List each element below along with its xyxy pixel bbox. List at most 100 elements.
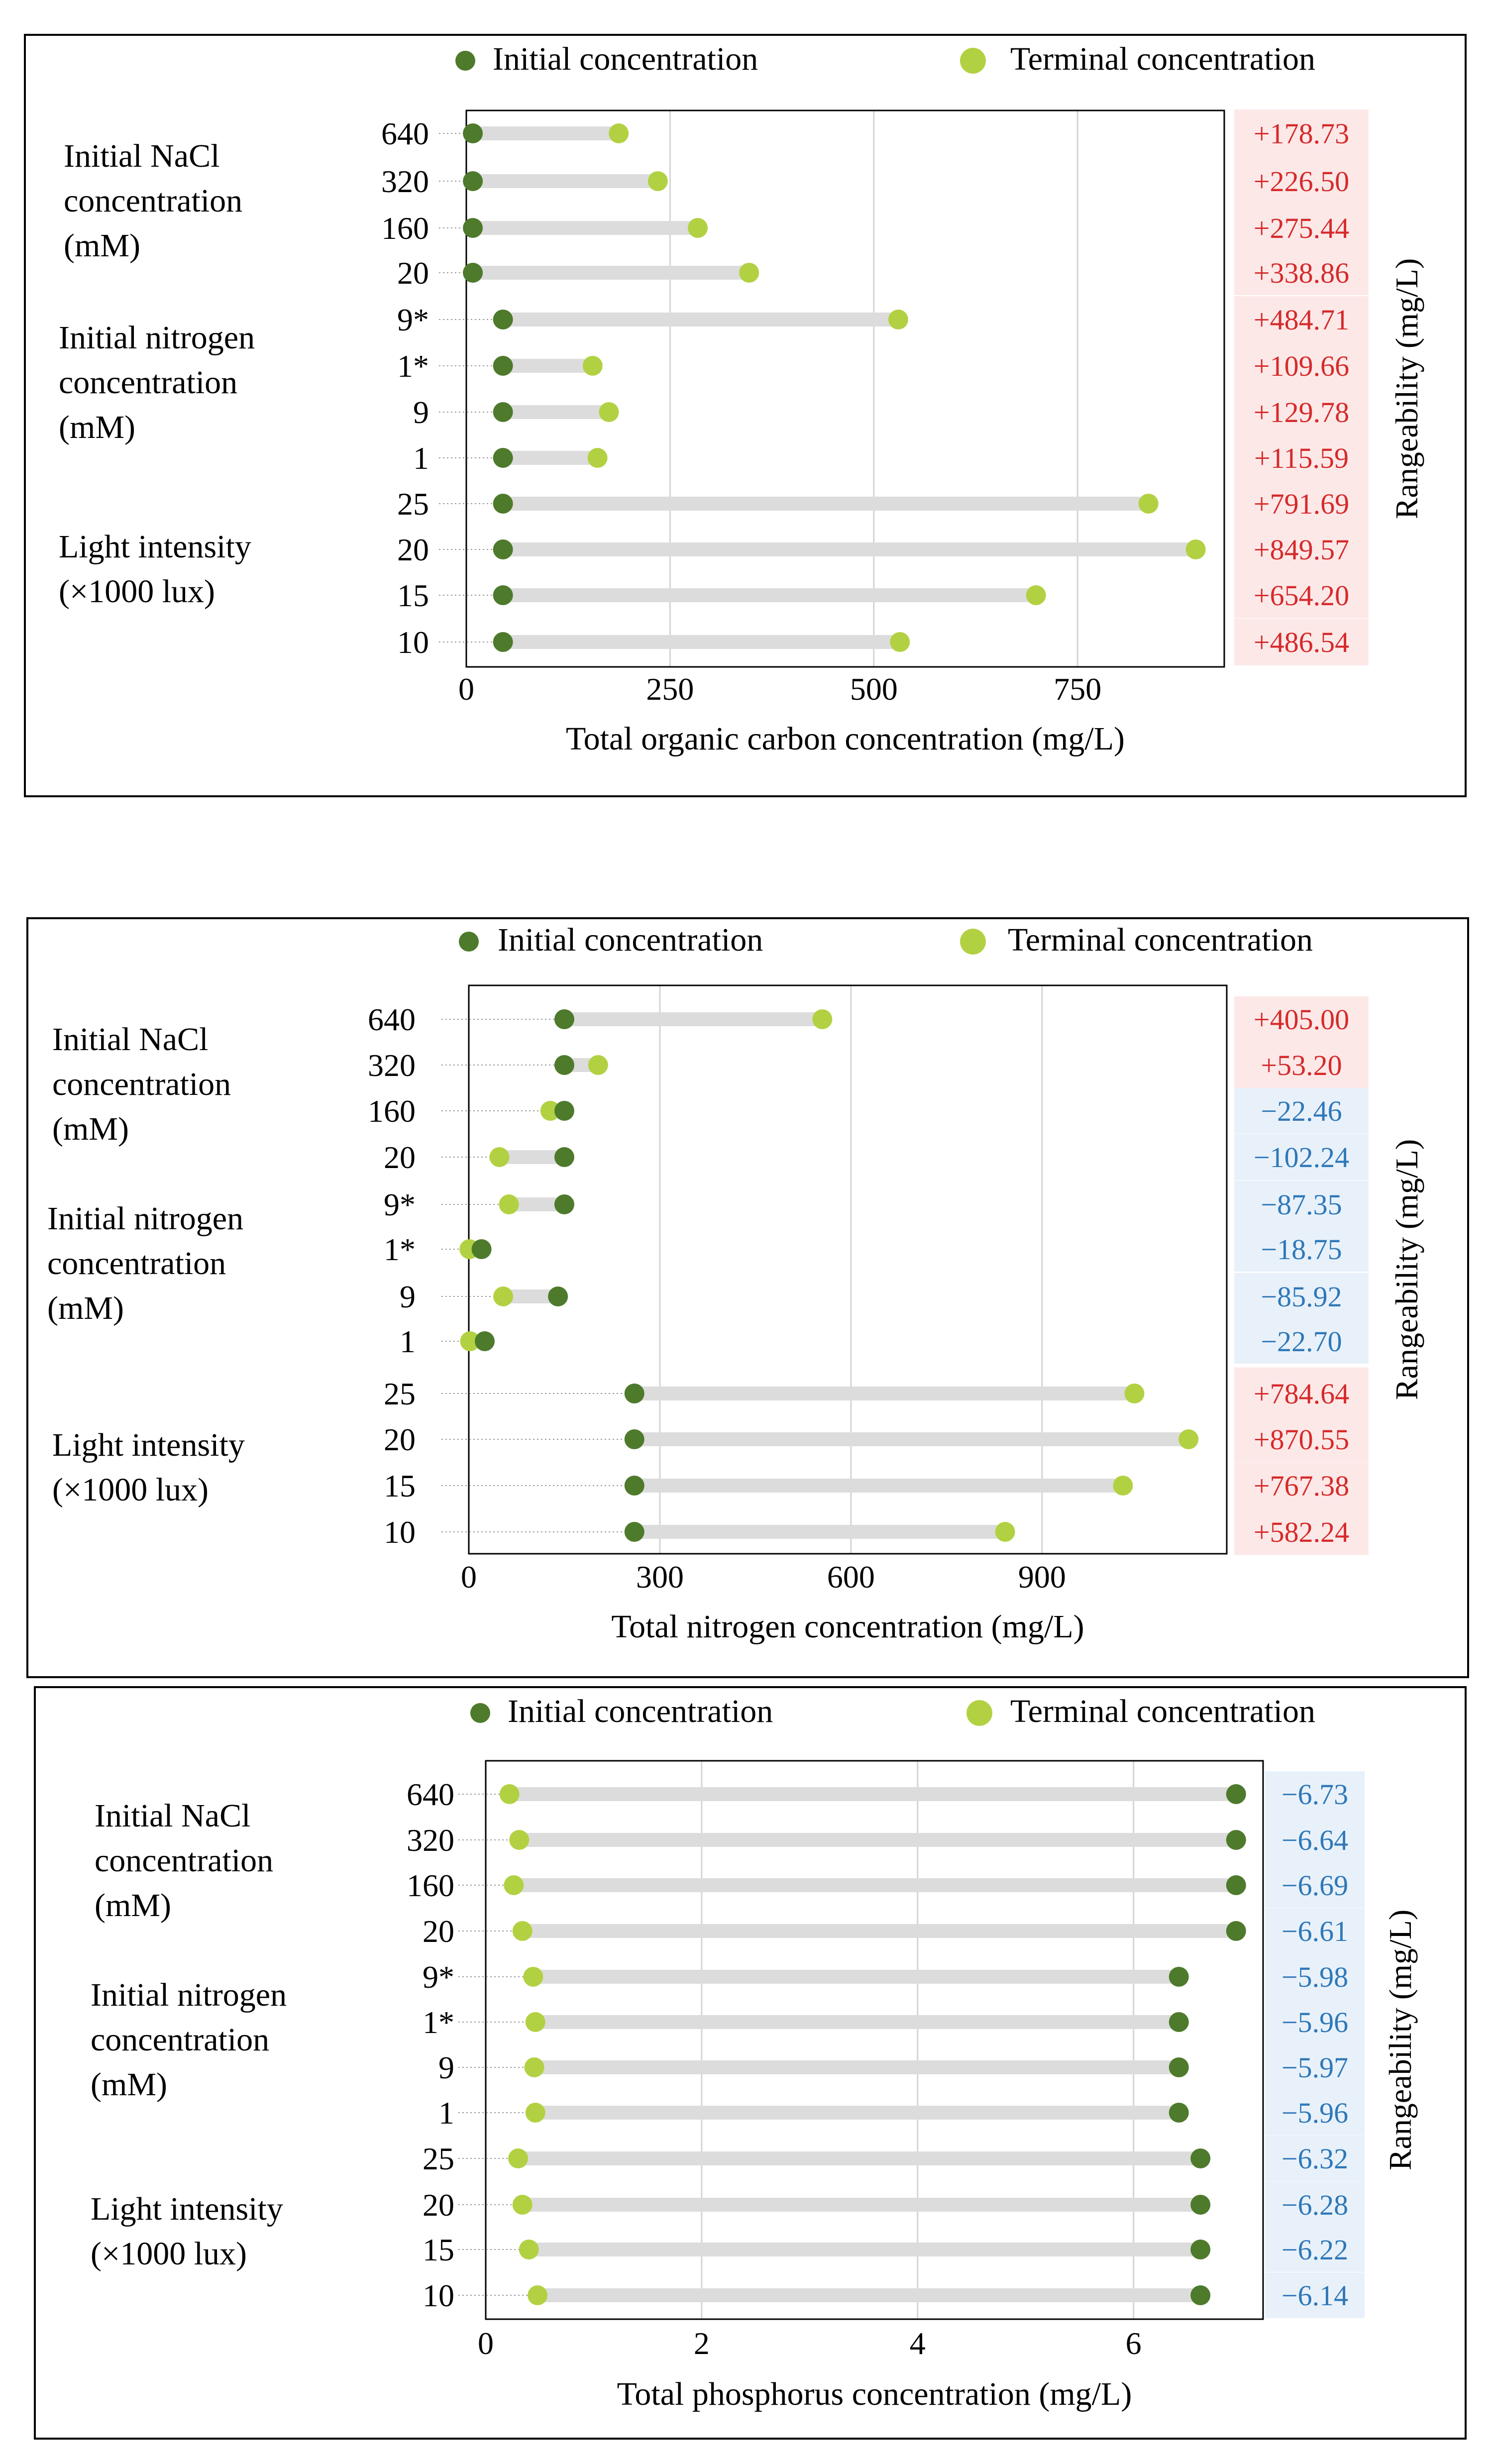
row-label: 10	[423, 2278, 454, 2313]
rangeability-cell	[1234, 572, 1369, 618]
rangeability-value: +115.59	[1254, 442, 1349, 474]
row-label: 320	[368, 1048, 416, 1083]
rangeability-value: −22.70	[1261, 1325, 1342, 1358]
rangeability-cell	[1234, 481, 1369, 527]
group-label-nitrogen: Initial nitrogen	[59, 320, 255, 356]
row-label: 9*	[397, 302, 429, 337]
x-tick-label: 0	[461, 1559, 477, 1595]
terminal-point	[1026, 585, 1046, 605]
rangeability-value: −5.96	[1281, 2006, 1348, 2038]
terminal-point	[1185, 539, 1206, 559]
rangeability-cell	[1265, 2136, 1365, 2181]
group-label-nitrogen: concentration	[59, 364, 237, 401]
rangeability-value: +129.78	[1254, 396, 1349, 429]
row-label: 20	[397, 532, 429, 567]
legend-terminal-label: Terminal concentration	[1008, 922, 1313, 958]
chart-panel-2: 640 +405.00 320 +53.20 160 −22.46 20 −102.24 9* −…	[26, 917, 1469, 1678]
initial-point	[493, 494, 513, 514]
group-label-nacl: concentration	[64, 183, 242, 219]
row-label: 20	[384, 1422, 416, 1457]
rangeability-cell	[1234, 1134, 1369, 1180]
legend-terminal-label: Terminal concentration	[1010, 41, 1315, 77]
rangeability-cell	[1234, 1462, 1369, 1509]
rangeability-cell	[1234, 1180, 1369, 1228]
terminal-point	[540, 1101, 560, 1121]
rangeability-value: +109.66	[1254, 350, 1349, 382]
row-label: 25	[397, 486, 429, 522]
rangeability-cell	[1265, 2272, 1365, 2318]
group-label-light: Light intensity	[91, 2191, 283, 2227]
rangeability-cell	[1265, 2090, 1365, 2136]
rangeability-value: +178.73	[1254, 117, 1349, 150]
group-label-nitrogen: (mM)	[47, 1290, 124, 1326]
legend-initial-marker	[459, 932, 479, 952]
initial-point	[1226, 1875, 1246, 1895]
terminal-point	[588, 1055, 608, 1075]
group-label-nitrogen: (mM)	[91, 2066, 167, 2103]
terminal-point	[599, 402, 619, 422]
initial-point	[493, 448, 513, 468]
initial-point	[624, 1522, 644, 1542]
terminal-point	[523, 1967, 543, 1987]
rangeability-axis-label: Rangeability (mg/L)	[1383, 1910, 1418, 2170]
rangeability-value: +226.50	[1254, 165, 1349, 198]
rangeability-value: +338.86	[1254, 257, 1349, 289]
terminal-point	[509, 1830, 530, 1850]
row-label: 320	[407, 1822, 454, 1858]
terminal-point	[995, 1522, 1015, 1542]
group-label-light: Light intensity	[59, 529, 251, 565]
rangeability-cell	[1234, 342, 1369, 389]
rangeability-cell	[1234, 1416, 1369, 1462]
row-label: 9	[413, 395, 429, 430]
x-axis-label: Total phosphorus concentration (mg/L)	[617, 2376, 1132, 2412]
terminal-point	[609, 123, 629, 143]
rangeability-value: −6.61	[1281, 1915, 1348, 1947]
x-tick-label: 900	[1018, 1559, 1066, 1595]
rangeability-value: −6.28	[1281, 2189, 1348, 2221]
row-label: 640	[381, 116, 429, 151]
legend-initial-label: Initial concentration	[508, 1693, 773, 1729]
rangeability-value: +582.24	[1254, 1516, 1349, 1548]
group-label-nacl: (mM)	[64, 227, 140, 264]
initial-point	[1169, 2057, 1189, 2077]
initial-point	[1169, 1967, 1189, 1987]
rangeability-axis-label: Rangeability (mg/L)	[1389, 258, 1424, 519]
x-tick-label: 300	[636, 1559, 684, 1595]
rangeability-value: +53.20	[1261, 1049, 1342, 1081]
legend-terminal-marker	[966, 1700, 992, 1726]
rangeability-value: −22.46	[1261, 1095, 1342, 1127]
group-label-light: (×1000 lux)	[91, 2236, 247, 2272]
row-label: 9	[400, 1279, 416, 1314]
rangeability-value: +654.20	[1254, 579, 1349, 612]
initial-point	[471, 1239, 492, 1259]
row-label: 1*	[384, 1232, 416, 1267]
initial-point	[624, 1476, 644, 1496]
initial-point	[1226, 1784, 1246, 1804]
rangeability-cell	[1234, 1088, 1369, 1134]
rangeability-cell	[1265, 1862, 1365, 1908]
plot-area-frame	[468, 984, 1228, 1555]
rangeability-cell	[1234, 205, 1369, 251]
terminal-point	[812, 1009, 833, 1029]
terminal-point	[499, 1784, 520, 1804]
x-tick-label: 250	[646, 671, 694, 707]
rangeability-value: −6.64	[1281, 1824, 1348, 1856]
initial-point	[1226, 1830, 1246, 1850]
row-label: 15	[423, 2232, 454, 2267]
initial-point	[1190, 2148, 1211, 2168]
terminal-point	[525, 2103, 545, 2123]
row-label: 1*	[423, 2005, 454, 2040]
initial-point	[463, 123, 483, 143]
plot-area-frame	[465, 109, 1225, 668]
rangeability-value: −5.97	[1281, 2051, 1348, 2084]
rangeability-cell	[1234, 1319, 1369, 1364]
row-label: 640	[368, 1002, 416, 1037]
row-label: 25	[384, 1376, 416, 1411]
rangeability-cell	[1265, 1999, 1365, 2045]
rangeability-axis-label: Rangeability (mg/L)	[1389, 1139, 1424, 1400]
terminal-point	[647, 171, 668, 191]
terminal-point	[489, 1147, 510, 1167]
rangeability-value: −5.96	[1281, 2097, 1348, 2129]
initial-point	[493, 539, 513, 559]
rangeability-value: +486.54	[1254, 626, 1349, 658]
